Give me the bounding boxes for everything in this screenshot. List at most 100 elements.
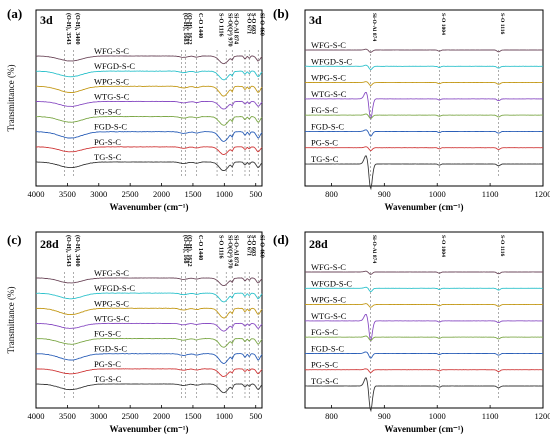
panel-label: (b) (273, 6, 289, 21)
x-tick-label: 900 (378, 411, 391, 421)
series-name: PG-S-C (311, 138, 338, 148)
series-line-WPG-S-C (36, 85, 263, 97)
series-name: PG-S-C (94, 137, 121, 147)
series-name: WFG-S-C (94, 46, 129, 56)
x-tick-label: 900 (378, 189, 391, 199)
panel-a: (a) 3d 4000 3500 3000 2500 2000 1500 1000 500 Wave… (6, 6, 266, 212)
x-tick-label: 3000 (90, 411, 107, 421)
series-name: WPG-S-C (94, 298, 129, 308)
x-tick-label: 2500 (122, 411, 139, 421)
series-line-PG-S-C (36, 368, 263, 377)
panel-d: (d) 28d 800 900 1000 1100 1200 Wavenumber (cm⁻¹… (273, 231, 550, 434)
series-line-WTG-S-C (35, 100, 263, 110)
band-label: S-O 1116 (218, 235, 225, 259)
series-line-WPG-S-C (35, 307, 263, 319)
x-tick-label: 3500 (59, 189, 76, 199)
band-label: S-O 603 (250, 235, 257, 256)
series-name: WPG-S-C (94, 76, 129, 86)
x-axis-label: Wavenumber (cm⁻¹) (384, 424, 463, 434)
series-line-TG-S-C (305, 155, 543, 191)
series-name: WFGD-S-C (311, 56, 352, 66)
series-name: WFGD-S-C (311, 278, 352, 288)
band-label: Si-O-Al 874 (371, 235, 377, 263)
x-tick-label: 1000 (216, 189, 233, 199)
panel-title: 3d (40, 13, 53, 27)
series-name: WTG-S-C (94, 91, 130, 101)
x-tick-label: 1000 (429, 189, 446, 199)
band-label: Si-O-Al 874 (371, 13, 377, 41)
band-label: Si-O(Q³) 970 (227, 235, 234, 269)
band-label: (O-H)₂ 1622 (186, 13, 193, 45)
x-tick-label: 1200 (535, 411, 550, 421)
x-tick-label: 1100 (482, 411, 499, 421)
series-name: WTG-S-C (311, 89, 347, 99)
series-line-PG-S-C (304, 146, 543, 152)
series-name: WFG-S-C (311, 40, 346, 50)
series-name: FGD-S-C (94, 344, 127, 354)
series-name: WTG-S-C (94, 313, 130, 323)
series-line-TG-S-C (35, 383, 263, 394)
x-tick-label: 3500 (59, 411, 76, 421)
band-label: S-O 1004 (440, 235, 446, 257)
x-tick-label: 800 (325, 189, 338, 199)
band-label: (O-H)₃ 1683 (182, 13, 189, 45)
series-name: FGD-S-C (311, 343, 344, 353)
series-name: FG-S-C (94, 329, 121, 339)
series-line-WTG-S-C (304, 91, 544, 121)
plot-frame (35, 9, 263, 187)
x-axis-label: Wavenumber (cm⁻¹) (109, 424, 188, 434)
series-name: TG-S-C (94, 152, 122, 162)
series-name: TG-S-C (311, 376, 339, 386)
series-line-WFGD-S-C (304, 64, 544, 71)
series-line-TG-S-C (36, 161, 263, 172)
band-label: (O-H)₃ 168 (182, 235, 189, 264)
series-line-WPG-S-C (304, 81, 543, 87)
series-name: FG-S-C (94, 107, 121, 117)
series-name: WPG-S-C (311, 73, 346, 83)
series-line-WFGD-S-C (36, 292, 263, 303)
x-tick-label: 3000 (90, 189, 107, 199)
series-line-WFG-S-C (35, 55, 263, 65)
x-tick-label: 500 (249, 189, 262, 199)
band-label: Si-O-Al 874 (233, 235, 240, 266)
x-tick-label: 1100 (482, 189, 499, 199)
series-name: FGD-S-C (94, 122, 127, 132)
band-label: (O-H)₂ 1622 (186, 235, 193, 267)
band-label: Si-O-Al 874 (233, 13, 240, 44)
series-line-WPG-S-C (305, 303, 544, 308)
band-label: S-O 1116 (499, 235, 505, 256)
plot-frame (304, 231, 544, 409)
series-line-FG-S-C (35, 115, 263, 126)
band-label: (O-H)₂ 3543 (65, 235, 72, 267)
series-name: WFG-S-C (311, 262, 346, 272)
band-label: S-O 1004 (440, 13, 446, 35)
series-line-FG-S-C (304, 335, 543, 342)
series-line-FGD-S-C (305, 129, 543, 137)
series-name: TG-S-C (94, 374, 122, 384)
y-axis-label: Transmittance (%) (6, 287, 16, 354)
series-name: WTG-S-C (311, 311, 347, 321)
band-label: S-O 671 (245, 13, 252, 34)
panel-label: (a) (7, 6, 22, 21)
series-name: WPG-S-C (311, 295, 346, 305)
x-tick-label: 4000 (28, 189, 45, 199)
series-line-FGD-S-C (35, 131, 263, 142)
band-label: S-O 1116 (499, 13, 505, 34)
band-label: Si-O 460 (259, 235, 266, 258)
panel-title: 28d (40, 237, 59, 251)
panel-title: 3d (309, 13, 322, 27)
band-label: S-O 1116 (218, 13, 225, 37)
band-label: S-O 671 (245, 235, 252, 256)
series-line-PG-S-C (304, 368, 544, 373)
series-line-PG-S-C (36, 146, 263, 155)
series-name: WFGD-S-C (94, 61, 135, 71)
x-axis-label: Wavenumber (cm⁻¹) (109, 202, 188, 212)
series-name: WFG-S-C (94, 268, 129, 278)
x-tick-label: 4000 (28, 411, 45, 421)
series-line-WTG-S-C (305, 313, 543, 343)
y-axis-label: Transmittance (%) (6, 65, 16, 132)
series-line-WFG-S-C (36, 277, 263, 287)
series-line-FG-S-C (36, 337, 263, 348)
band-label: C-O 1440 (197, 235, 204, 260)
